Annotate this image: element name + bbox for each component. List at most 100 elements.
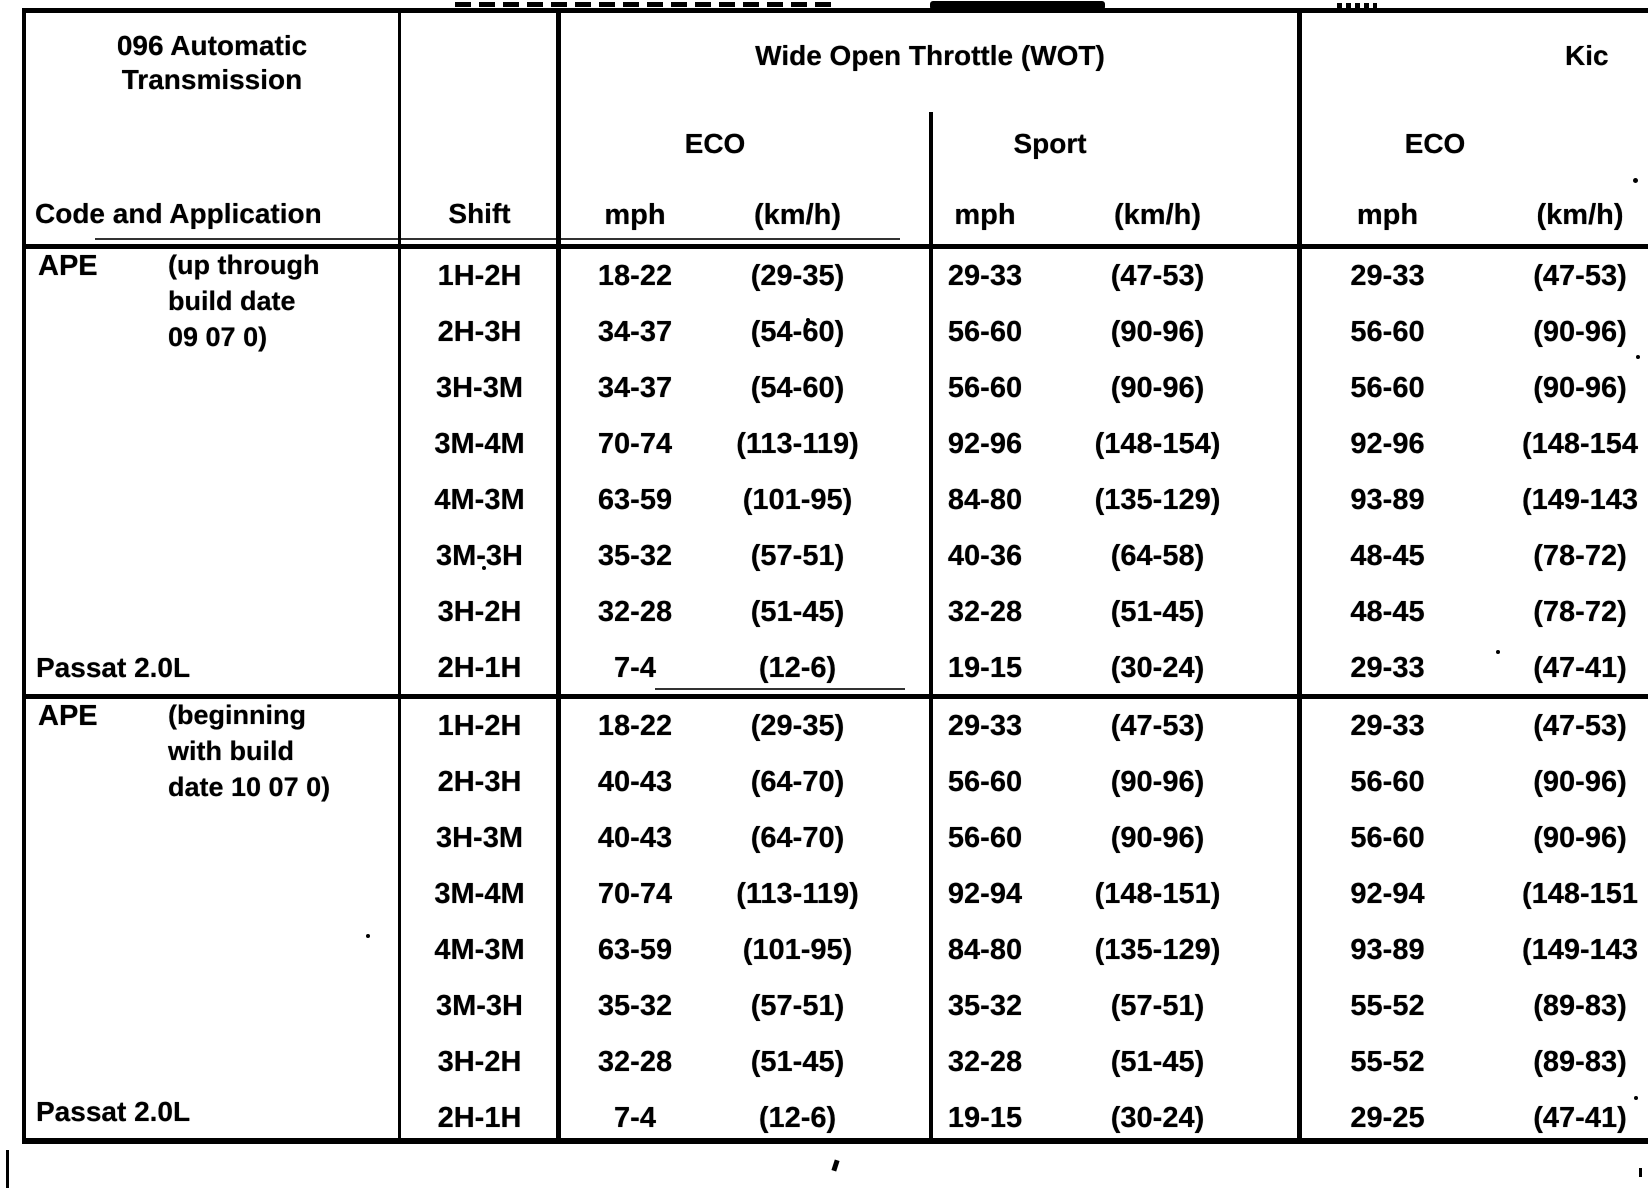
scan-artifact [1633,178,1638,183]
wot-sport-kmh-cell: (51-45) [1110,596,1205,628]
shift-cell: 1H-2H [437,260,522,292]
wot-sport-kmh-cell: (90-96) [1110,766,1205,798]
wot-sport-mph-cell: 29-33 [947,710,1023,742]
wot-eco-kmh-cell: (113-119) [736,878,859,910]
wot-eco-subheader: ECO [684,128,746,159]
table-row: 3M-4M 70-74 (113-119) 92-96 (148-154) 92-96 (1… [0,416,1648,472]
section-application-line: (beginning [168,700,306,730]
wot-eco-kmh-cell: (51-45) [750,596,845,628]
wot-sport-mph-cell: 56-60 [947,372,1023,404]
scan-artifact [95,238,900,240]
kickdown-eco-mph-cell: 56-60 [1350,822,1425,854]
wot-eco-kmh-cell: (51-45) [750,1046,845,1078]
table-row: 4M-3M 63-59 (101-95) 84-80 (135-129) 93-89 (14… [0,472,1648,528]
section-divider-rule [22,694,1648,699]
wot-sport-mph-cell: 56-60 [947,766,1023,798]
scan-artifact [455,2,835,7]
kickdown-eco-mph-cell: 93-89 [1350,934,1425,966]
wot-sport-kmh-cell: (47-53) [1110,710,1205,742]
scan-artifact [655,688,905,690]
table-border-top [22,8,1648,13]
wot-eco-kmh-cell: (113-119) [736,428,859,460]
section-model: Passat 2.0L [36,1096,191,1127]
shift-cell: 3H-2H [437,596,522,628]
shift-cell: 3H-2H [437,1046,522,1078]
table-border-left [22,8,26,1144]
shift-cell: 1H-2H [437,710,522,742]
wot-sport-mph-cell: 84-80 [947,484,1023,516]
kickdown-eco-mph-cell: 55-52 [1350,990,1425,1022]
shift-cell: 3M-3H [435,540,523,572]
table-row: 3H-2H 32-28 (51-45) 32-28 (51-45) 48-45 (78-72… [0,584,1648,640]
wot-eco-mph-cell: 7-4 [614,652,656,684]
wot-sport-mph-cell: 29-33 [947,260,1023,292]
wot-eco-mph-cell: 32-28 [597,1046,673,1078]
kickdown-eco-kmh-cell: (90-96) [1533,316,1627,348]
wot-eco-kmh-header: (km/h) [754,199,841,231]
table-row: 3H-3M 34-37 (54-60) 56-60 (90-96) 56-60 (90-96… [0,360,1648,416]
kickdown-eco-subheader: ECO [1404,128,1466,159]
wot-eco-mph-header: mph [604,199,666,231]
kickdown-eco-mph-cell: 92-94 [1350,878,1425,910]
scan-artifact [6,1150,9,1188]
wot-sport-mph-header: mph [954,199,1016,231]
kickdown-eco-kmh-cell: (78-72) [1533,540,1627,572]
shift-cell: 3H-3M [435,372,523,404]
wot-sport-kmh-cell: (148-151) [1094,878,1221,910]
table-row: 2H-3H 34-37 (54-60) 56-60 (90-96) 56-60 (90-96… [0,304,1648,360]
wot-eco-mph-cell: 35-32 [597,540,673,572]
wot-sport-mph-cell: 40-36 [947,540,1023,572]
kickdown-eco-mph-cell: 29-33 [1350,652,1425,684]
wot-sport-subheader: Sport [1013,128,1087,159]
shift-cell: 2H-3H [437,316,522,348]
wot-sport-kmh-cell: (30-24) [1110,1102,1205,1134]
scan-artifact [1496,650,1500,654]
kickdown-eco-mph-cell: 93-89 [1350,484,1425,516]
shift-cell: 3H-3M [435,822,523,854]
wot-eco-mph-cell: 70-74 [597,878,673,910]
scan-artifact [1639,1168,1642,1177]
table-row: 2H-3H 40-43 (64-70) 56-60 (90-96) 56-60 (90-96… [0,754,1648,810]
table-row: 2H-1H 7-4 (12-6) 19-15 (30-24) 29-25 (47-41) [0,1090,1648,1146]
wot-sport-mph-cell: 84-80 [947,934,1023,966]
shift-cell: 2H-1H [437,1102,522,1134]
section-application-line: (up through [168,250,320,280]
col1-title-line2: Transmission [121,64,303,95]
shift-cell: 4M-3M [434,484,525,516]
table-row: 3H-2H 32-28 (51-45) 32-28 (51-45) 55-52 (89-83… [0,1034,1648,1090]
wot-eco-mph-cell: 32-28 [597,596,673,628]
wot-eco-kmh-cell: (29-35) [750,260,845,292]
kickdown-eco-kmh-cell: (149-143 [1521,934,1639,966]
wot-sport-kmh-cell: (90-96) [1110,822,1205,854]
kickdown-eco-mph-cell: 48-45 [1350,540,1425,572]
wot-sport-mph-cell: 92-94 [947,878,1023,910]
section-model: Passat 2.0L [36,652,191,683]
vline-shift-wot [556,10,561,1138]
kickdown-eco-mph-cell: 29-25 [1350,1102,1425,1134]
section-code: APE [38,700,98,732]
table-row: 4M-3M 63-59 (101-95) 84-80 (135-129) 93-89 (14… [0,922,1648,978]
table-row: 3M-3H 35-32 (57-51) 40-36 (64-58) 48-45 (78-72… [0,528,1648,584]
units-header-row: mph (km/h) mph (km/h) mph (km/h) [0,186,1648,244]
scan-artifact [806,318,810,322]
scan-artifact [831,1159,840,1172]
wot-eco-kmh-cell: (29-35) [750,710,845,742]
wot-eco-kmh-cell: (101-95) [742,934,853,966]
wot-eco-mph-cell: 40-43 [597,766,673,798]
wot-sport-kmh-cell: (135-129) [1094,934,1221,966]
wot-eco-mph-cell: 18-22 [597,260,673,292]
wot-eco-kmh-cell: (12-6) [758,1102,837,1134]
wot-sport-kmh-cell: (90-96) [1110,372,1205,404]
kickdown-eco-mph-cell: 56-60 [1350,766,1425,798]
kickdown-eco-kmh-header: (km/h) [1536,199,1624,231]
wot-sport-kmh-cell: (90-96) [1110,316,1205,348]
vline-code-shift [398,10,401,1138]
shift-cell: 2H-1H [437,652,522,684]
wot-sport-kmh-cell: (135-129) [1094,484,1221,516]
wot-eco-mph-cell: 63-59 [597,484,673,516]
kickdown-eco-kmh-cell: (148-154 [1521,428,1639,460]
wot-sport-mph-cell: 19-15 [947,652,1023,684]
wot-eco-kmh-cell: (57-51) [750,990,845,1022]
wot-sport-kmh-header: (km/h) [1114,199,1201,231]
table-border-bottom [22,1138,1648,1144]
